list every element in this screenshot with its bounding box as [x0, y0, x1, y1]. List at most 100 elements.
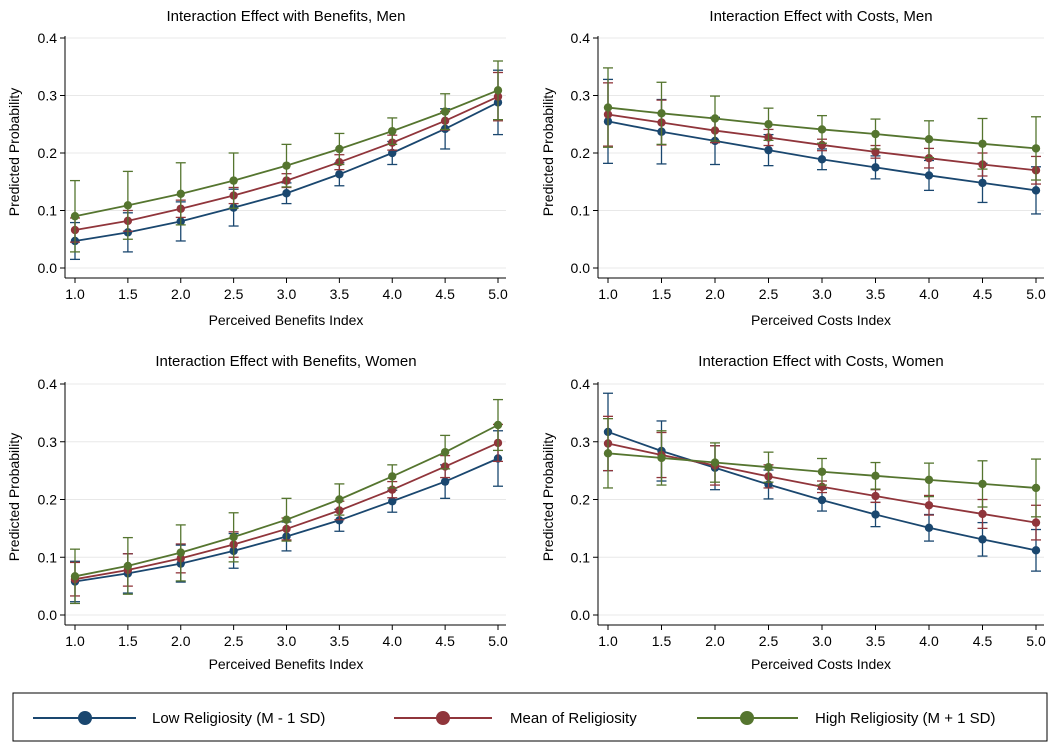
panel-costs-women: Interaction Effect with Costs, Women Pre… [540, 353, 1046, 672]
y-tick-label: 0.0 [38, 607, 58, 623]
y-tick-label: 0.1 [571, 549, 591, 565]
x-tick-label: 1.0 [65, 286, 85, 302]
y-tick-label: 0.0 [38, 260, 58, 276]
x-tick-label: 3.5 [866, 633, 886, 649]
data-point [710, 114, 720, 123]
data-point [924, 135, 934, 144]
data-point [978, 139, 987, 148]
x-tick-label: 2.5 [224, 633, 244, 649]
data-point [978, 479, 987, 489]
data-point [388, 497, 397, 506]
series-high [603, 67, 1041, 181]
data-point [871, 147, 880, 157]
legend-box [12, 692, 1048, 742]
x-tick-label: 3.0 [277, 286, 297, 302]
x-tick-label: 4.0 [919, 286, 939, 302]
data-point [871, 163, 880, 172]
data-point [123, 561, 133, 571]
data-point [924, 475, 934, 485]
data-point [978, 509, 987, 519]
y-tick-label: 0.2 [571, 145, 591, 161]
x-tick-label: 1.0 [598, 633, 618, 649]
data-point [176, 189, 185, 199]
y-tick-label: 0.4 [571, 376, 591, 392]
data-point [871, 471, 880, 481]
y-axis-label: Predicted Probability [540, 88, 556, 216]
y-axis-label: Predicted Probability [540, 433, 556, 561]
x-axis-label: Perceived Benefits Index [209, 656, 364, 672]
data-point [924, 523, 934, 532]
data-point [335, 170, 344, 179]
legend-label: High Religiosity (M + 1 SD) [815, 710, 995, 727]
data-point [388, 126, 397, 136]
series-high [603, 417, 1041, 518]
y-tick-label: 0.3 [571, 434, 591, 450]
x-tick-label: 2.5 [759, 633, 779, 649]
x-tick-label: 1.0 [65, 633, 85, 649]
y-tick-label: 0.0 [571, 607, 591, 623]
plot-area: 0.0 0.1 0.2 0.3 0.4 1.0 1.5 2.0 2.5 3.0 3.5 4.0 4.5 5… [38, 30, 508, 302]
y-tick-label: 0.3 [38, 434, 58, 450]
legend-item-high: High Religiosity (M + 1 SD) [697, 710, 995, 727]
data-point [70, 212, 80, 221]
y-tick-label: 0.2 [38, 492, 58, 508]
panel-title: Interaction Effect with Costs, Men [709, 8, 932, 25]
panel-title: Interaction Effect with Costs, Women [698, 353, 943, 370]
y-tick-label: 0.3 [571, 88, 591, 104]
data-point [924, 501, 934, 510]
panel-title: Interaction Effect with Benefits, Men [166, 8, 405, 25]
data-point [335, 144, 344, 154]
data-point [817, 155, 827, 164]
x-tick-label: 5.0 [1026, 633, 1046, 649]
data-point [335, 495, 344, 504]
x-tick-label: 1.5 [118, 286, 138, 302]
data-point [229, 532, 238, 542]
data-point [70, 572, 80, 581]
series-high [70, 398, 503, 605]
data-point [710, 458, 720, 467]
data-point [871, 510, 880, 519]
y-tick-label: 0.4 [571, 30, 591, 46]
x-tick-label: 3.0 [277, 633, 297, 649]
x-tick-label: 5.0 [488, 286, 508, 302]
x-tick-label: 5.0 [488, 633, 508, 649]
y-axis-label: Predicted Probability [6, 433, 22, 561]
x-axis-label: Perceived Benefits Index [209, 312, 364, 328]
data-point [764, 145, 773, 155]
y-tick-label: 0.2 [571, 492, 591, 508]
data-point [440, 107, 450, 116]
legend-swatch-marker [78, 711, 92, 725]
x-axis-label: Perceived Costs Index [751, 656, 891, 672]
x-tick-label: 2.0 [171, 633, 191, 649]
plot-area: 0.0 0.1 0.2 0.3 0.4 1.0 1.5 2.0 2.5 3.0 3.5 4.0 4.5 5… [571, 30, 1046, 302]
legend: Low Religiosity (M - 1 SD) Mean of Relig… [12, 692, 1048, 742]
x-tick-label: 4.0 [383, 286, 403, 302]
x-tick-label: 1.5 [652, 633, 672, 649]
data-point [1031, 483, 1041, 493]
x-tick-label: 1.5 [118, 633, 138, 649]
data-point [764, 120, 773, 129]
data-point [440, 477, 450, 486]
data-point [817, 467, 827, 476]
panel-title: Interaction Effect with Benefits, Women [155, 353, 416, 370]
x-tick-label: 4.0 [919, 633, 939, 649]
data-point [871, 129, 880, 139]
y-tick-label: 0.1 [571, 203, 591, 219]
x-tick-label: 4.5 [435, 633, 455, 649]
legend-label: Low Religiosity (M - 1 SD) [152, 710, 325, 727]
legend-label: Mean of Religiosity [510, 710, 637, 727]
data-point [603, 103, 613, 112]
x-tick-label: 3.5 [330, 286, 350, 302]
data-point [176, 548, 185, 557]
data-point [493, 420, 503, 430]
x-tick-label: 4.5 [973, 633, 993, 649]
data-point [603, 449, 613, 458]
x-tick-label: 4.5 [435, 286, 455, 302]
x-tick-label: 2.0 [705, 286, 725, 302]
data-point [388, 472, 397, 481]
x-tick-label: 1.0 [598, 286, 618, 302]
data-point [657, 109, 666, 118]
x-tick-label: 3.5 [330, 633, 350, 649]
x-tick-label: 5.0 [1026, 286, 1046, 302]
